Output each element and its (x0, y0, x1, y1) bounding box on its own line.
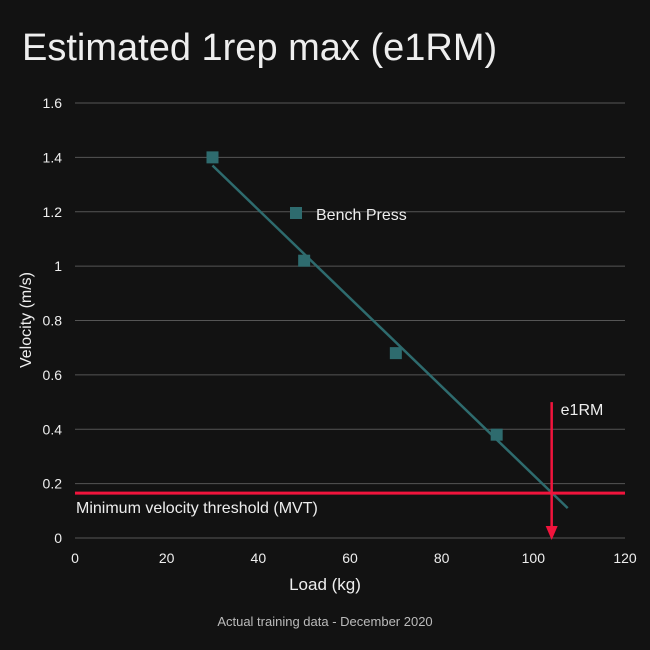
x-tick-label: 100 (522, 550, 546, 566)
data-point (206, 151, 219, 164)
y-tick-label: 1.6 (43, 95, 63, 111)
x-tick-label: 60 (342, 550, 358, 566)
mvt-label: Minimum velocity threshold (MVT) (76, 500, 318, 517)
x-tick-label: 40 (251, 550, 267, 566)
legend-marker (290, 207, 302, 219)
e1rm-label: e1RM (561, 402, 604, 419)
y-tick-label: 1.4 (43, 149, 63, 165)
y-tick-label: 0.6 (43, 367, 63, 383)
y-tick-label: 0.2 (43, 476, 63, 492)
chart-title: Estimated 1rep max (e1RM) (22, 27, 497, 69)
x-tick-label: 0 (71, 550, 79, 566)
trendline (211, 164, 569, 509)
data-point (298, 254, 311, 267)
x-tick-label: 120 (613, 550, 637, 566)
caption: Actual training data - December 2020 (217, 614, 432, 629)
legend-label: Bench Press (316, 207, 407, 224)
data-point (490, 428, 503, 441)
x-tick-label: 20 (159, 550, 175, 566)
y-tick-label: 0 (54, 530, 62, 546)
y-tick-label: 0.8 (43, 313, 63, 329)
x-tick-label: 80 (434, 550, 450, 566)
y-axis-label: Velocity (m/s) (18, 272, 35, 368)
data-point (389, 347, 402, 360)
y-tick-label: 1 (54, 258, 62, 274)
x-axis-label: Load (kg) (289, 575, 361, 594)
e1rm-arrow-icon (545, 526, 558, 540)
y-tick-label: 0.4 (43, 421, 63, 437)
y-tick-label: 1.2 (43, 204, 63, 220)
